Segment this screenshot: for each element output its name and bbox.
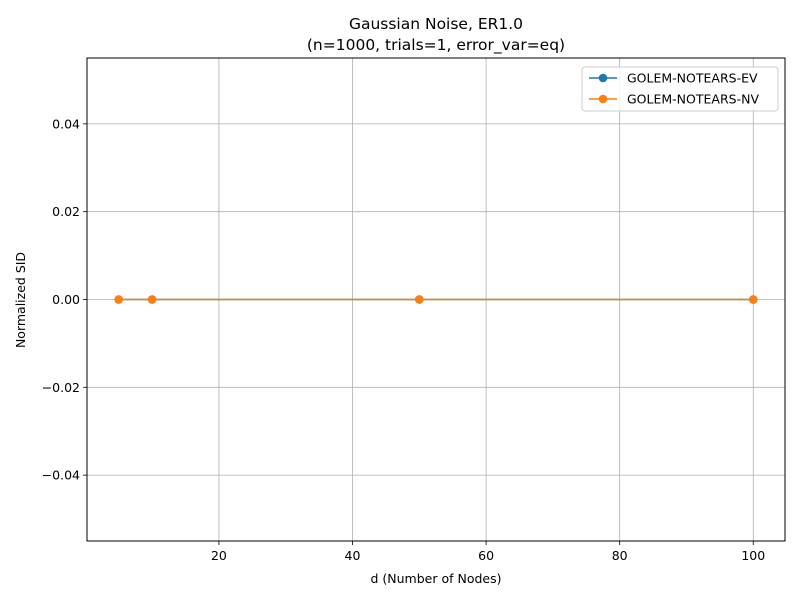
- axis-ticks: 20 40 60 80 100 −0.04 −0.02 0.00 0.02 0.04: [42, 116, 766, 563]
- x-tick-label: 20: [211, 548, 227, 563]
- x-axis-label: d (Number of Nodes): [370, 571, 501, 586]
- series-2-point: [415, 295, 424, 304]
- y-tick-label: −0.02: [42, 380, 80, 395]
- x-tick-label: 40: [345, 548, 361, 563]
- series-2-point: [114, 295, 124, 304]
- y-axis-label: Normalized SID: [13, 252, 28, 348]
- legend-marker-1: [598, 73, 608, 83]
- legend-label-1: GOLEM-NOTEARS-EV: [627, 71, 758, 86]
- y-tick-label: 0.00: [52, 292, 80, 307]
- chart-title-line2: (n=1000, trials=1, error_var=eq): [307, 36, 565, 55]
- series-2-point: [748, 295, 758, 304]
- legend-box: [581, 66, 779, 112]
- legend-marker-2: [598, 94, 608, 104]
- series-2-point: [147, 295, 157, 304]
- series-layer: [114, 295, 758, 304]
- x-tick-label: 100: [741, 548, 765, 563]
- y-tick-label: 0.02: [52, 204, 80, 219]
- legend: GOLEM-NOTEARS-EV GOLEM-NOTEARS-NV: [581, 66, 779, 112]
- y-tick-label: −0.04: [42, 468, 80, 483]
- chart-title-line1: Gaussian Noise, ER1.0: [349, 15, 523, 33]
- y-tick-label: 0.04: [52, 116, 80, 131]
- x-tick-label: 80: [612, 548, 628, 563]
- legend-label-2: GOLEM-NOTEARS-NV: [627, 92, 759, 107]
- x-tick-label: 60: [478, 548, 494, 563]
